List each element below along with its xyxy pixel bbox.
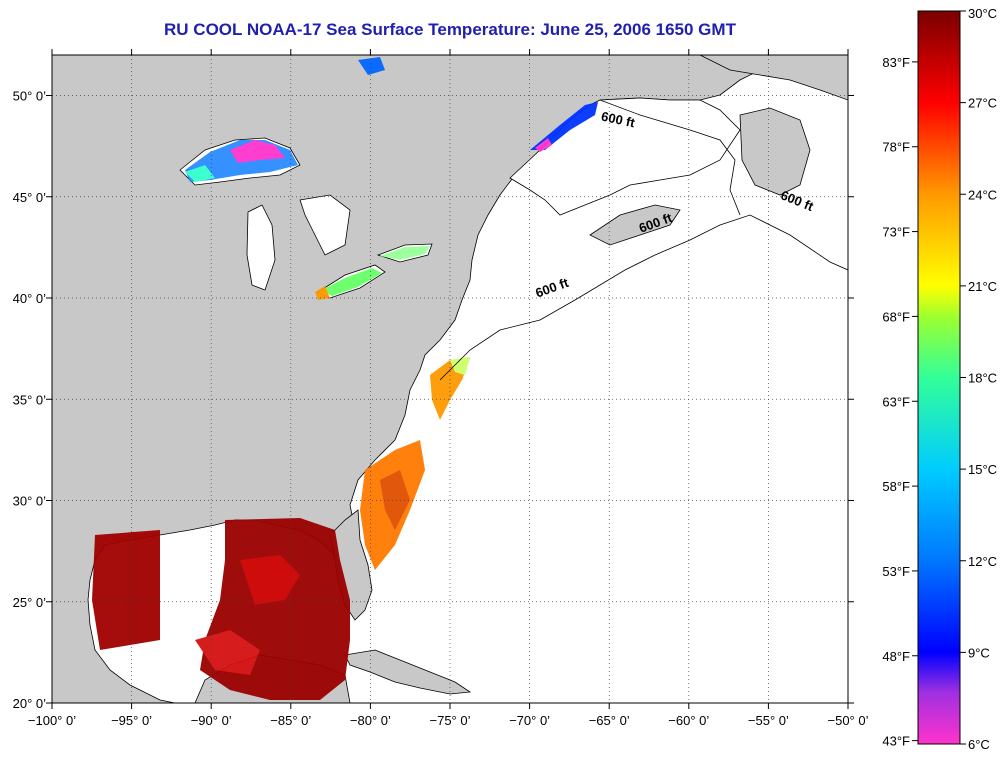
celsius-label: 18°C	[968, 371, 997, 386]
fahrenheit-label: 53°F	[882, 564, 910, 579]
lon-tick-label: −95° 0’	[111, 713, 152, 728]
contour-600ft-north	[599, 99, 741, 216]
labrador-land	[699, 55, 848, 101]
lon-tick-label: −55° 0’	[748, 713, 789, 728]
lon-tick-label: −100° 0’	[28, 713, 76, 728]
contour-label: 600 ft	[600, 109, 637, 131]
fahrenheit-label: 43°F	[882, 734, 910, 749]
celsius-label: 15°C	[968, 462, 997, 477]
lake-michigan	[246, 204, 276, 291]
fahrenheit-label: 63°F	[882, 394, 910, 409]
colorbar	[917, 10, 961, 745]
lon-tick-label: −90° 0’	[191, 713, 232, 728]
lat-tick-label: 25° 0’	[13, 595, 47, 610]
lon-tick-label: −85° 0’	[270, 713, 311, 728]
lat-tick-label: 35° 0’	[13, 392, 47, 407]
colorbar-ticks: 30°C 27°C 24°C 21°C 18°C 15°C 12°C 9°C 6°C 83°F 78…	[882, 6, 997, 752]
lat-tick-label: 40° 0’	[13, 291, 47, 306]
lon-tick-label: −65° 0’	[589, 713, 630, 728]
newfoundland-land	[739, 107, 811, 196]
contour-600ft	[439, 214, 848, 381]
lon-tick-label: −50° 0’	[828, 713, 869, 728]
cuba-land	[344, 649, 472, 695]
graticule	[52, 55, 848, 703]
fahrenheit-label: 73°F	[882, 225, 910, 240]
fahrenheit-label: 83°F	[882, 55, 910, 70]
sst-overlay	[92, 57, 598, 700]
lon-tick-label: −75° 0’	[430, 713, 471, 728]
celsius-label: 27°C	[968, 96, 997, 111]
celsius-label: 30°C	[968, 6, 997, 21]
lon-tick-label: −60° 0’	[668, 713, 709, 728]
fahrenheit-label: 58°F	[882, 479, 910, 494]
nova-scotia-land	[589, 204, 681, 246]
celsius-label: 9°C	[968, 645, 990, 660]
lon-tick-label: −80° 0’	[350, 713, 391, 728]
axis-ticks: −100° 0’ −95° 0’ −90° 0’ −85° 0’ −80° 0’ −75°…	[13, 49, 869, 728]
fahrenheit-label: 68°F	[882, 309, 910, 324]
lat-tick-label: 45° 0’	[13, 190, 47, 205]
celsius-label: 6°C	[968, 737, 990, 752]
celsius-label: 24°C	[968, 187, 997, 202]
lat-tick-label: 30° 0’	[13, 494, 47, 509]
lon-tick-label: −70° 0’	[509, 713, 550, 728]
lat-tick-label: 50° 0’	[13, 89, 47, 104]
map-title: RU COOL NOAA-17 Sea Surface Temperature:…	[164, 20, 736, 39]
celsius-label: 21°C	[968, 279, 997, 294]
lake-huron	[299, 194, 351, 256]
fahrenheit-label: 48°F	[882, 649, 910, 664]
lat-tick-label: 20° 0’	[13, 696, 47, 711]
celsius-label: 12°C	[968, 554, 997, 569]
fahrenheit-label: 78°F	[882, 140, 910, 155]
